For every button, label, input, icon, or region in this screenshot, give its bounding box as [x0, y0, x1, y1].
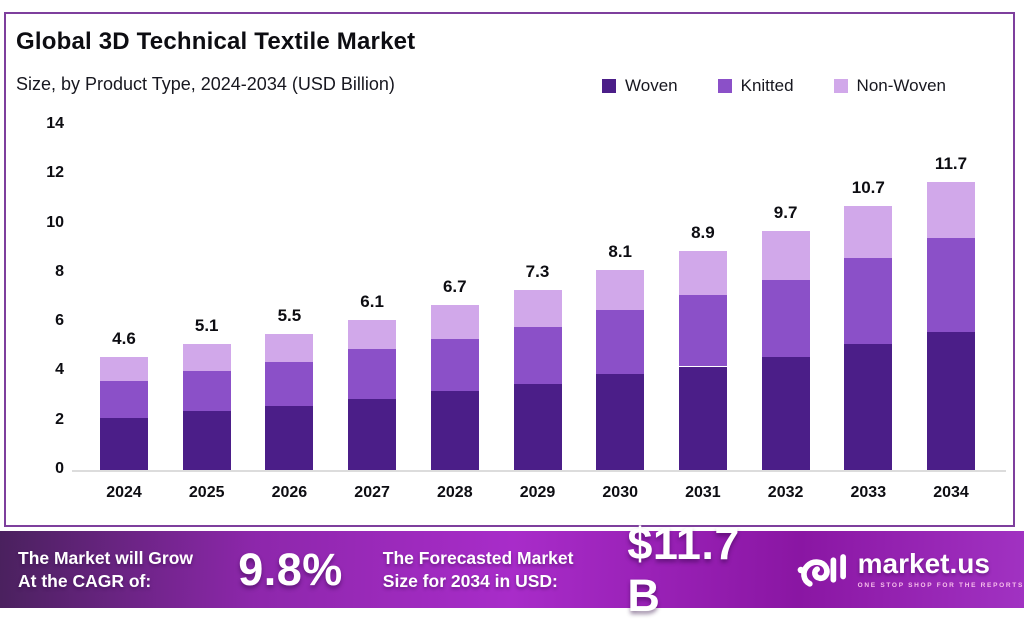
legend-item-woven: Woven	[602, 76, 678, 96]
cagr-label-line1: The Market will Grow	[18, 547, 194, 568]
legend-label: Non-Woven	[856, 76, 946, 95]
legend: Woven Knitted Non-Woven	[602, 76, 946, 96]
legend-label: Woven	[625, 76, 678, 95]
legend-swatch-non-woven	[833, 79, 848, 93]
legend-label: Knitted	[740, 76, 794, 95]
cagr-label: The Market will Grow At the CAGR of:	[18, 547, 216, 593]
cagr-label-line2: At the CAGR of:	[18, 570, 152, 591]
legend-item-non-woven: Non-Woven	[833, 76, 946, 96]
marketus-logo-icon	[797, 553, 846, 587]
forecast-label-line1: The Forecasted Market	[382, 547, 574, 568]
brand-tagline: ONE STOP SHOP FOR THE REPORTS	[857, 582, 1024, 589]
brand-name: market.us	[857, 548, 990, 579]
forecast-label: The Forecasted Market Size for 2034 in U…	[383, 547, 606, 593]
legend-swatch-knitted	[717, 79, 732, 93]
footer-banner: The Market will Grow At the CAGR of: 9.8…	[0, 518, 1024, 621]
forecast-value: $11.7 B	[627, 517, 740, 621]
brand-text: market.us ONE STOP SHOP FOR THE REPORTS	[857, 548, 1024, 590]
chart-subtitle: Size, by Product Type, 2024-2034 (USD Bi…	[16, 74, 395, 94]
forecast-label-line2: Size for 2034 in USD:	[382, 570, 558, 591]
chart-title: Global 3D Technical Textile Market	[16, 28, 416, 55]
legend-swatch-woven	[602, 79, 616, 93]
cagr-value: 9.8%	[238, 543, 343, 595]
legend-item-knitted: Knitted	[717, 76, 794, 96]
marketus-brand: market.us ONE STOP SHOP FOR THE REPORTS	[796, 547, 1024, 593]
